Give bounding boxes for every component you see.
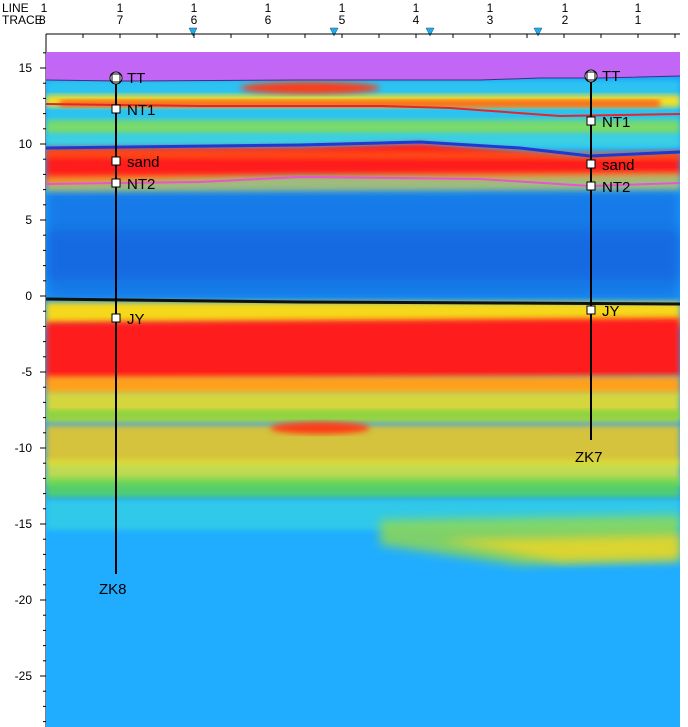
y-tick-label: -15 [15, 517, 33, 531]
triangle-marker-icon [329, 27, 339, 37]
trace-number-label: 6 [191, 13, 198, 27]
line-number-label: 1 [265, 1, 272, 15]
zk7-well-name: ZK7 [575, 449, 603, 466]
line-number-label: 1 [339, 1, 346, 15]
sand-horizon [46, 140, 680, 158]
line-number-label: 1 [487, 1, 494, 15]
line-number-row: 1 1 1 1 1 1 1 1 1 [41, 1, 642, 15]
zk8-nt2-label: NT2 [127, 176, 155, 193]
zk8-jy-label: JY [127, 311, 145, 328]
zk7-nt2-label: NT2 [602, 179, 630, 196]
zk7-sand-label: sand [602, 157, 635, 174]
triangle-marker-icon [425, 27, 435, 37]
wells-layer: TT NT1 sand NT2 JY ZK8 TT NT1 sand NT2 J… [99, 68, 635, 598]
y-tick-label: -5 [21, 365, 32, 379]
trace-number-label: 5 [339, 13, 346, 27]
line-number-label: 1 [191, 1, 198, 15]
zk8-well-name: ZK8 [99, 581, 127, 598]
trace-number-label: 4 [413, 13, 420, 27]
line-number-label: 1 [635, 1, 642, 15]
trace-number-label: 6 [265, 13, 272, 27]
trace-number-label: 3 [487, 13, 494, 27]
cross-line-markers [188, 27, 543, 37]
trace-number-label: 7 [117, 13, 124, 27]
zk7-jy-label: JY [602, 303, 620, 320]
nt1-horizon [46, 103, 680, 118]
seismic-amplitude-plot [46, 52, 680, 727]
trace-number-row: 7 6 6 5 4 3 2 1 [117, 13, 642, 27]
line-number-label: 1 [41, 1, 48, 15]
well-zk7[interactable]: TT NT1 sand NT2 JY ZK7 [575, 68, 635, 466]
zk7-tt-label: TT [602, 68, 620, 85]
trace-header-label: TRACE [2, 13, 43, 27]
depth-axis: 15 10 5 0 -5 -10 -15 -20 -25 [15, 52, 46, 723]
zk8-tt-label: TT [127, 70, 145, 87]
zk7-nt1-label: NT1 [602, 114, 630, 131]
zk8-nt1-label: NT1 [127, 102, 155, 119]
y-tick-label: -20 [15, 593, 33, 607]
y-tick-label: 5 [25, 213, 32, 227]
well-zk8[interactable]: TT NT1 sand NT2 JY ZK8 [99, 70, 160, 598]
line-number-label: 1 [117, 1, 124, 15]
y-tick-label: 10 [19, 137, 33, 151]
nt2-horizon [46, 175, 680, 188]
trace-number-label: 1 [635, 13, 642, 27]
triangle-marker-icon [533, 27, 543, 37]
trace-start-label: 8 [39, 13, 46, 27]
y-tick-label: -10 [15, 441, 33, 455]
line-number-label: 1 [413, 1, 420, 15]
y-tick-label: 0 [25, 289, 32, 303]
trace-number-label: 2 [562, 13, 569, 27]
y-tick-label: -25 [15, 669, 33, 683]
triangle-marker-icon [188, 27, 198, 37]
line-number-label: 1 [562, 1, 569, 15]
y-tick-label: 15 [19, 61, 33, 75]
line-header-label: LINE [2, 1, 29, 15]
zk8-sand-label: sand [127, 154, 160, 171]
